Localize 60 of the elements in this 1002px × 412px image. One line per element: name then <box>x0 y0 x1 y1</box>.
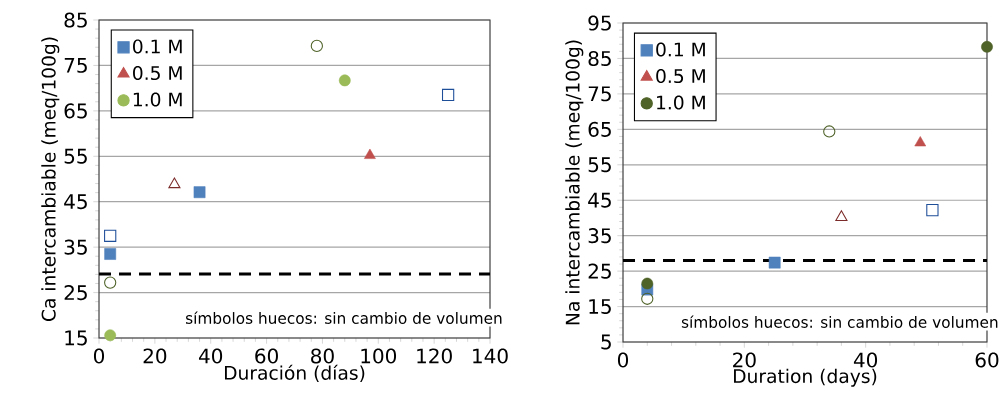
annotation: símbolos huecos: sin cambio de volumen <box>681 315 998 328</box>
x-axis-title: Duration (days) <box>734 368 877 387</box>
point <box>104 229 117 242</box>
x-tick-label: 20 <box>143 348 167 364</box>
y-tick-label: 5 <box>601 334 611 350</box>
x-tick-label: 120 <box>417 348 452 364</box>
y-axis-title: Na intercambiable (meq/100g) <box>565 40 584 325</box>
x-tick-label: 140 <box>473 348 508 364</box>
y-tick-label: 45 <box>64 194 87 210</box>
point <box>981 40 993 53</box>
point <box>641 292 654 305</box>
point <box>193 186 206 199</box>
y-tick-label: 65 <box>64 103 87 119</box>
point <box>641 277 654 290</box>
legend-label: 1.0 M <box>657 95 705 110</box>
x-tick-label: 60 <box>255 348 278 364</box>
x-tick-label: 0 <box>93 348 105 364</box>
legend-label: 0.5 M <box>133 65 182 81</box>
x-axis-title: Duración (días) <box>224 364 365 383</box>
y-tick-label: 45 <box>588 192 611 208</box>
y-tick-label: 35 <box>588 228 611 244</box>
point <box>914 136 927 147</box>
x-tick-label: 40 <box>198 348 223 364</box>
y-tick-label: 85 <box>588 50 611 67</box>
point <box>441 88 455 102</box>
y-axis-title: Ca intercambiable (meq/100g) <box>41 37 60 322</box>
point <box>168 177 181 189</box>
point <box>104 276 117 289</box>
legend-label: 0.1 M <box>656 42 705 57</box>
y-tick-label: 55 <box>588 157 611 173</box>
point <box>835 210 848 221</box>
y-tick-label: 75 <box>588 86 611 102</box>
point <box>768 256 781 269</box>
legend-label: 0.5 M <box>656 68 705 84</box>
point <box>338 74 351 87</box>
x-tick-label: 60 <box>975 352 999 368</box>
point <box>104 248 117 260</box>
y-tick-label: 55 <box>64 148 87 164</box>
y-tick-label: 15 <box>589 299 611 314</box>
point <box>823 125 836 138</box>
x-tick-label: 20 <box>733 352 756 368</box>
legend-label: 0.1 M <box>133 39 182 54</box>
y-tick-label: 15 <box>65 330 87 346</box>
legend-label: 1.0 M <box>133 92 182 107</box>
x-tick-label: 100 <box>361 348 397 364</box>
y-tick-label: 25 <box>588 263 611 279</box>
x-tick-label: 0 <box>617 352 629 368</box>
y-tick-label: 75 <box>64 58 87 73</box>
x-tick-label: 80 <box>311 348 334 364</box>
point <box>310 39 323 53</box>
point <box>364 148 376 159</box>
point <box>926 204 939 217</box>
y-tick-label: 65 <box>588 121 611 137</box>
y-tick-label: 25 <box>64 285 87 301</box>
x-tick-label: 40 <box>853 352 878 368</box>
y-tick-label: 95 <box>588 15 611 31</box>
y-tick-label: 85 <box>64 12 87 28</box>
annotation: símbolos huecos: sin cambio de volumen <box>185 311 502 324</box>
y-tick-label: 35 <box>64 239 87 255</box>
point <box>104 329 117 342</box>
